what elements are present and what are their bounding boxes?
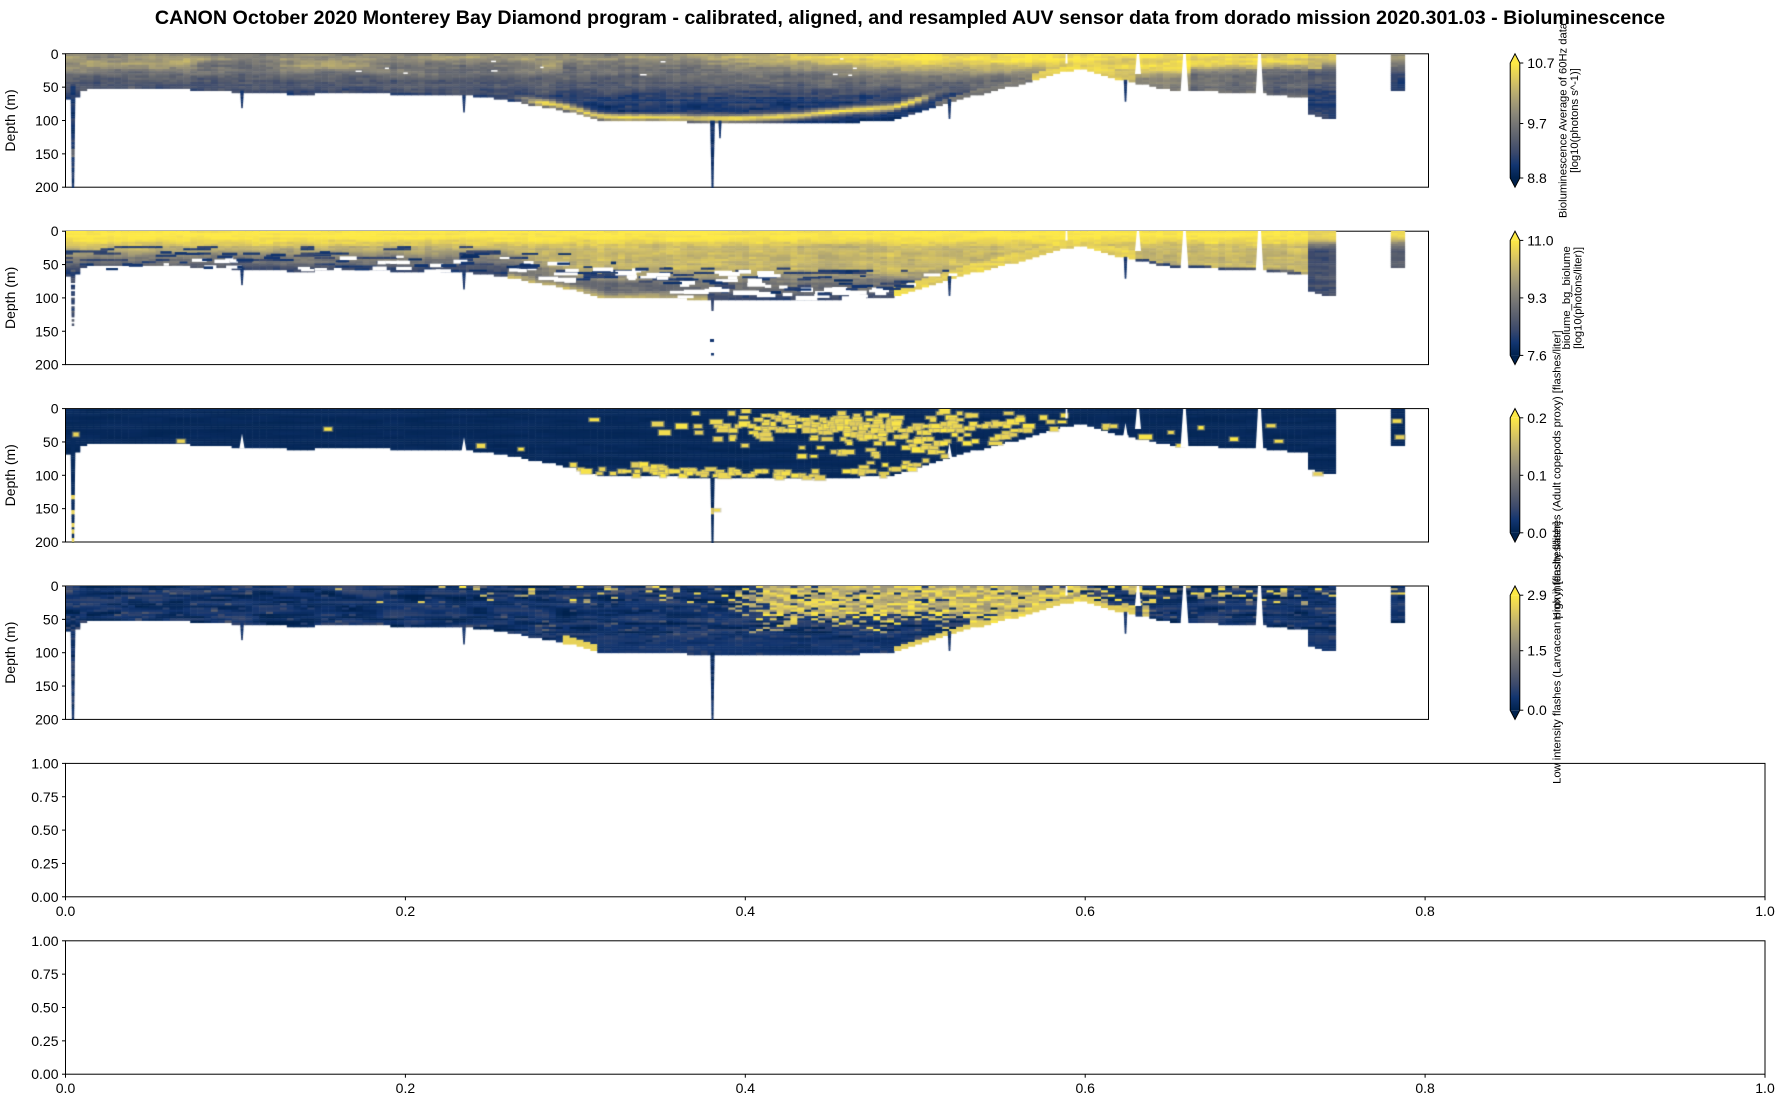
svg-text:150: 150 [35, 323, 59, 339]
svg-text:1.0: 1.0 [1755, 903, 1775, 919]
svg-text:0.00: 0.00 [31, 889, 58, 905]
svg-text:50: 50 [43, 611, 59, 627]
svg-text:9.3: 9.3 [1527, 290, 1547, 306]
svg-text:0.2: 0.2 [396, 1080, 416, 1096]
svg-text:50: 50 [43, 79, 59, 95]
svg-text:CANON October 2020 Monterey Ba: CANON October 2020 Monterey Bay Diamond … [155, 7, 1665, 29]
svg-text:100: 100 [35, 467, 59, 483]
svg-text:0: 0 [51, 578, 59, 594]
svg-text:200: 200 [35, 534, 59, 550]
svg-text:50: 50 [43, 257, 59, 273]
svg-text:0.6: 0.6 [1075, 1080, 1095, 1096]
svg-text:100: 100 [35, 113, 59, 129]
svg-text:0.4: 0.4 [736, 1080, 756, 1096]
svg-text:High intensity flashes (Adult: High intensity flashes (Adult copepods p… [1552, 330, 1564, 620]
svg-text:0.75: 0.75 [31, 789, 58, 805]
svg-text:1.00: 1.00 [31, 755, 58, 771]
svg-text:7.6: 7.6 [1527, 347, 1547, 363]
svg-text:Depth (m): Depth (m) [2, 622, 18, 684]
svg-text:50: 50 [43, 434, 59, 450]
svg-text:0.0: 0.0 [1527, 525, 1547, 541]
svg-text:Depth (m): Depth (m) [2, 444, 18, 506]
svg-text:0.4: 0.4 [736, 903, 756, 919]
svg-text:[log10(photons/liter)]: [log10(photons/liter)] [1573, 247, 1585, 349]
svg-text:10.7: 10.7 [1527, 55, 1554, 71]
svg-text:2.9: 2.9 [1527, 587, 1547, 603]
svg-text:0.8: 0.8 [1415, 903, 1435, 919]
svg-text:200: 200 [35, 357, 59, 373]
svg-text:0.00: 0.00 [31, 1066, 58, 1082]
svg-text:100: 100 [35, 645, 59, 661]
svg-text:200: 200 [35, 179, 59, 195]
svg-text:150: 150 [35, 501, 59, 517]
svg-text:0.0: 0.0 [56, 903, 76, 919]
svg-text:biolume_bg_biolume: biolume_bg_biolume [1561, 246, 1573, 349]
svg-text:0.75: 0.75 [31, 966, 58, 982]
svg-text:Depth (m): Depth (m) [2, 89, 18, 151]
svg-text:0.1: 0.1 [1527, 467, 1547, 483]
svg-text:8.8: 8.8 [1527, 170, 1547, 186]
svg-text:1.00: 1.00 [31, 933, 58, 949]
svg-text:0.25: 0.25 [31, 855, 58, 871]
svg-text:150: 150 [35, 146, 59, 162]
svg-text:0.50: 0.50 [31, 822, 58, 838]
svg-text:200: 200 [35, 711, 59, 727]
svg-text:0: 0 [51, 46, 59, 62]
svg-text:Low intensity flashes (Larvace: Low intensity flashes (Larvacean proxy) … [1552, 521, 1564, 783]
svg-text:0.0: 0.0 [1527, 702, 1547, 718]
svg-text:1.0: 1.0 [1755, 1080, 1775, 1096]
svg-text:9.7: 9.7 [1527, 116, 1547, 132]
svg-text:[log10(photons s^-1)]: [log10(photons s^-1)] [1569, 68, 1581, 173]
svg-text:1.5: 1.5 [1527, 643, 1547, 659]
svg-text:11.0: 11.0 [1527, 232, 1553, 248]
svg-text:0.0: 0.0 [56, 1080, 76, 1096]
svg-text:Bioluminescence Average of 60H: Bioluminescence Average of 60Hz data [1558, 22, 1570, 218]
svg-text:0.2: 0.2 [396, 903, 416, 919]
svg-text:0.25: 0.25 [31, 1033, 58, 1049]
svg-text:0.2: 0.2 [1527, 410, 1547, 426]
svg-text:150: 150 [35, 678, 59, 694]
svg-text:Depth (m): Depth (m) [2, 267, 18, 329]
svg-text:100: 100 [35, 290, 59, 306]
svg-text:0: 0 [51, 401, 59, 417]
svg-text:0.6: 0.6 [1075, 903, 1095, 919]
svg-text:0: 0 [51, 223, 59, 239]
svg-text:0.50: 0.50 [31, 1000, 58, 1016]
svg-text:0.8: 0.8 [1415, 1080, 1435, 1096]
